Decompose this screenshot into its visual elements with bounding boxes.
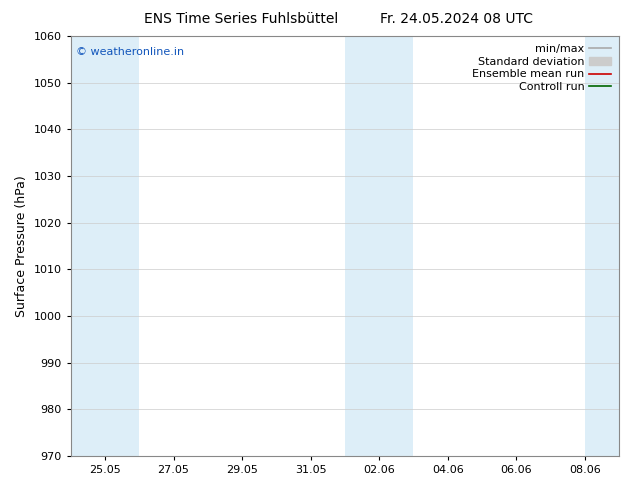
Y-axis label: Surface Pressure (hPa): Surface Pressure (hPa) <box>15 175 28 317</box>
Bar <box>379 36 413 456</box>
Text: ENS Time Series Fuhlsbüttel: ENS Time Series Fuhlsbüttel <box>144 12 338 26</box>
Bar <box>105 36 139 456</box>
Text: © weatheronline.in: © weatheronline.in <box>76 47 184 57</box>
Legend: min/max, Standard deviation, Ensemble mean run, Controll run: min/max, Standard deviation, Ensemble me… <box>470 42 614 95</box>
Bar <box>71 36 105 456</box>
Text: Fr. 24.05.2024 08 UTC: Fr. 24.05.2024 08 UTC <box>380 12 533 26</box>
Bar <box>585 36 619 456</box>
Bar <box>345 36 379 456</box>
